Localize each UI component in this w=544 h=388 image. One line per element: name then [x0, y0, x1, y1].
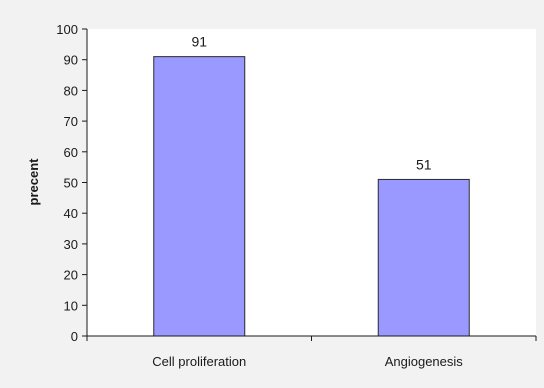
y-axis-title: precent [26, 158, 41, 206]
y-tick-label: 50 [64, 176, 78, 191]
y-tick-label: 20 [64, 268, 78, 283]
y-tick-label: 80 [64, 83, 78, 98]
bars [153, 56, 470, 337]
y-axis-ticks: 0 10 20 30 40 50 60 70 80 90 100 [56, 22, 87, 344]
y-tick-label: 60 [64, 145, 78, 160]
bar-value-label: 51 [416, 156, 432, 172]
x-category-label: Cell proliferation [152, 354, 246, 369]
bar [377, 178, 470, 337]
bar-value-label: 91 [191, 34, 207, 50]
y-tick-label: 10 [64, 298, 78, 313]
x-axis-ticks: Cell proliferation Angiogenesis [86, 336, 537, 369]
x-category-label: Angiogenesis [385, 354, 464, 369]
y-tick-label: 40 [64, 206, 78, 221]
y-tick-label: 90 [64, 53, 78, 68]
y-tick-label: 0 [71, 329, 78, 344]
y-tick-label: 70 [64, 114, 78, 129]
y-tick-label: 30 [64, 237, 78, 252]
data-labels: 91 51 [191, 34, 431, 173]
y-tick-label: 100 [56, 22, 78, 37]
bar [153, 56, 246, 337]
